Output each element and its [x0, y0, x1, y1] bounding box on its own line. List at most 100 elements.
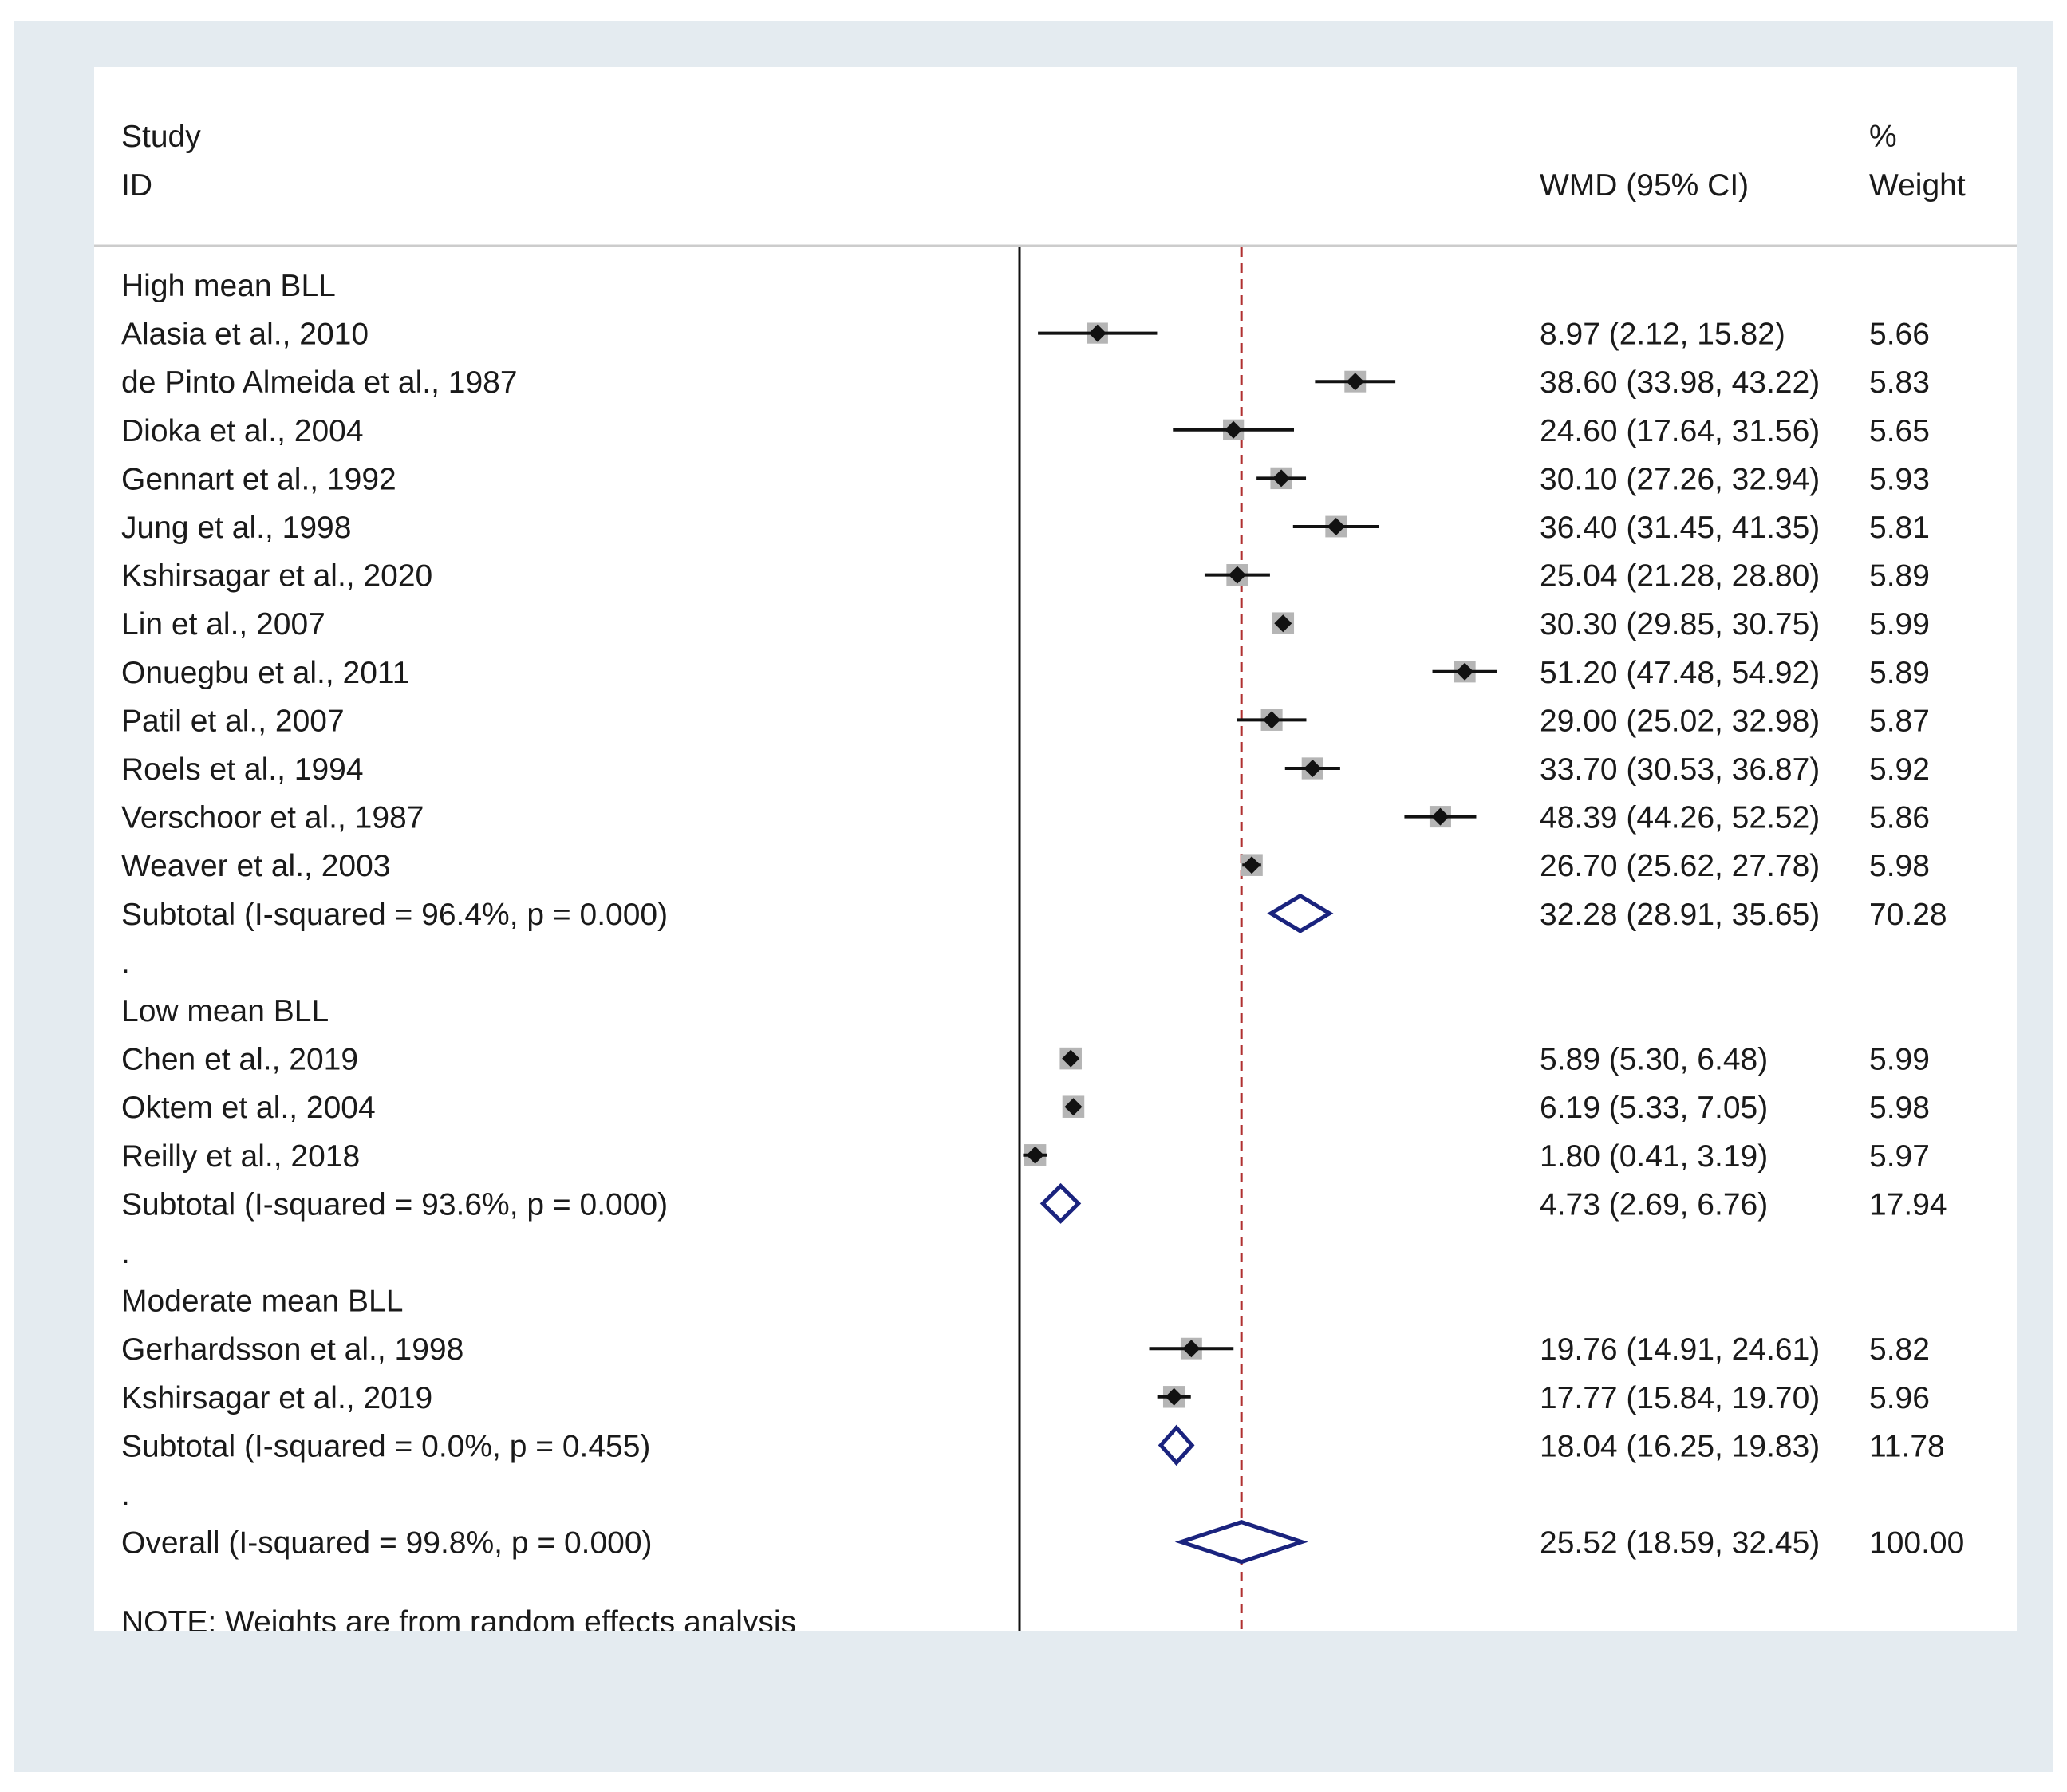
study-weight-text: 5.93: [1869, 462, 1930, 496]
point-estimate-marker: [1274, 614, 1292, 633]
subtotal-label: Subtotal (I-squared = 96.4%, p = 0.000): [121, 898, 668, 932]
study-label: Oktem et al., 2004: [121, 1091, 376, 1125]
header-weight: Weight: [1869, 168, 1966, 203]
study-ci-text: 25.04 (21.28, 28.80): [1540, 559, 1820, 594]
study-ci-text: 19.76 (14.91, 24.61): [1540, 1332, 1820, 1367]
study-label: Patil et al., 2007: [121, 704, 345, 738]
study-ci-text: 30.30 (29.85, 30.75): [1540, 607, 1820, 641]
point-estimate-marker: [1263, 711, 1281, 729]
study-label: Alasia et al., 2010: [121, 318, 369, 352]
header-label: Low mean BLL: [121, 994, 329, 1028]
study-weight-text: 5.97: [1869, 1139, 1930, 1174]
point-estimate-marker: [1064, 1098, 1083, 1116]
study-ci-text: 29.00 (25.02, 32.98): [1540, 704, 1820, 738]
study-weight-text: 5.83: [1869, 365, 1930, 400]
study-label: Roels et al., 1994: [121, 752, 364, 787]
subtotal-ci-text: 18.04 (16.25, 19.83): [1540, 1429, 1820, 1463]
point-estimate-marker: [1228, 566, 1246, 584]
subtotal-weight-text: 11.78: [1869, 1429, 1945, 1463]
point-estimate-marker: [1062, 1049, 1080, 1068]
study-weight-text: 5.96: [1869, 1381, 1930, 1415]
header-id: ID: [121, 168, 152, 203]
header-study: Study: [121, 120, 201, 154]
study-weight-text: 5.81: [1869, 511, 1930, 545]
overall-diamond: [1174, 1519, 1308, 1565]
subtotal-weight-text: 17.94: [1869, 1187, 1947, 1222]
point-estimate-marker: [1304, 760, 1322, 777]
header-label: High mean BLL: [121, 269, 336, 303]
subtotal-weight-text: 70.28: [1869, 898, 1947, 932]
point-estimate-marker: [1088, 324, 1106, 342]
study-ci-text: 33.70 (30.53, 36.87): [1540, 752, 1820, 787]
point-estimate-marker: [1431, 807, 1450, 826]
study-label: de Pinto Almeida et al., 1987: [121, 365, 518, 400]
study-weight-text: 5.92: [1869, 752, 1930, 787]
study-weight-text: 5.89: [1869, 559, 1930, 594]
figure-background: Study ID WMD (95% CI) % Weight High mean…: [14, 21, 2053, 1772]
point-estimate-marker: [1346, 373, 1364, 391]
rows-layer: High mean BLL Alasia et al., 2010 8.97 (2.…: [121, 247, 1964, 1631]
study-weight-text: 5.87: [1869, 704, 1930, 738]
study-label: Onuegbu et al., 2011: [121, 656, 409, 690]
study-label: Gerhardsson et al., 1998: [121, 1332, 463, 1367]
study-label: Lin et al., 2007: [121, 607, 325, 641]
header-percent: %: [1869, 120, 1897, 154]
overall-weight-text: 100.00: [1869, 1526, 1964, 1561]
spacer-label: .: [121, 1236, 130, 1270]
plot-panel: Study ID WMD (95% CI) % Weight High mean…: [94, 67, 2017, 1631]
study-label: Kshirsagar et al., 2020: [121, 559, 432, 594]
forest-plot: Study ID WMD (95% CI) % Weight High mean…: [94, 120, 2017, 1631]
subtotal-ci-text: 32.28 (28.91, 35.65): [1540, 898, 1820, 932]
study-weight-text: 5.98: [1869, 849, 1930, 883]
header-label: Moderate mean BLL: [121, 1285, 403, 1319]
study-label: Jung et al., 1998: [121, 511, 351, 545]
overall-label: Overall (I-squared = 99.8%, p = 0.000): [121, 1526, 653, 1561]
study-label: Dioka et al., 2004: [121, 414, 364, 448]
study-ci-text: 5.89 (5.30, 6.48): [1540, 1043, 1768, 1077]
study-label: Verschoor et al., 1987: [121, 801, 424, 835]
header-effect: WMD (95% CI): [1540, 168, 1749, 203]
spacer-label: .: [121, 945, 130, 980]
point-estimate-marker: [1165, 1387, 1183, 1406]
study-ci-text: 6.19 (5.33, 7.05): [1540, 1091, 1768, 1125]
study-ci-text: 8.97 (2.12, 15.82): [1540, 318, 1785, 352]
study-weight-text: 5.65: [1869, 414, 1930, 448]
weights-note: NOTE: Weights are from random effects an…: [121, 1605, 796, 1631]
point-estimate-marker: [1272, 469, 1291, 487]
study-label: Reilly et al., 2018: [121, 1139, 360, 1174]
study-label: Chen et al., 2019: [121, 1043, 358, 1077]
study-weight-text: 5.66: [1869, 318, 1930, 352]
study-ci-text: 1.80 (0.41, 3.19): [1540, 1139, 1768, 1174]
study-ci-text: 48.39 (44.26, 52.52): [1540, 801, 1820, 835]
subtotal-label: Subtotal (I-squared = 0.0%, p = 0.455): [121, 1429, 650, 1463]
point-estimate-marker: [1243, 856, 1261, 874]
study-weight-text: 5.98: [1869, 1091, 1930, 1125]
study-ci-text: 24.60 (17.64, 31.56): [1540, 414, 1820, 448]
subtotal-diamond: [1267, 893, 1334, 933]
overall-ci-text: 25.52 (18.59, 32.45): [1540, 1526, 1820, 1561]
point-estimate-marker: [1182, 1340, 1201, 1358]
subtotal-diamond: [1158, 1424, 1195, 1466]
study-label: Weaver et al., 2003: [121, 849, 390, 883]
subtotal-ci-text: 4.73 (2.69, 6.76): [1540, 1187, 1768, 1222]
study-ci-text: 38.60 (33.98, 43.22): [1540, 365, 1820, 400]
point-estimate-marker: [1327, 518, 1345, 535]
subtotal-diamond: [1039, 1182, 1082, 1224]
study-ci-text: 36.40 (31.45, 41.35): [1540, 511, 1820, 545]
study-ci-text: 30.10 (27.26, 32.94): [1540, 462, 1820, 496]
study-weight-text: 5.99: [1869, 607, 1930, 641]
study-weight-text: 5.89: [1869, 656, 1930, 690]
point-estimate-marker: [1456, 662, 1474, 681]
study-label: Gennart et al., 1992: [121, 462, 396, 496]
study-weight-text: 5.82: [1869, 1332, 1930, 1367]
study-weight-text: 5.99: [1869, 1043, 1930, 1077]
study-weight-text: 5.86: [1869, 801, 1930, 835]
study-label: Kshirsagar et al., 2019: [121, 1381, 432, 1415]
point-estimate-marker: [1026, 1146, 1044, 1164]
point-estimate-marker: [1225, 420, 1243, 439]
study-ci-text: 26.70 (25.62, 27.78): [1540, 849, 1820, 883]
study-ci-text: 51.20 (47.48, 54.92): [1540, 656, 1820, 690]
spacer-label: .: [121, 1478, 130, 1512]
study-ci-text: 17.77 (15.84, 19.70): [1540, 1381, 1820, 1415]
subtotal-label: Subtotal (I-squared = 93.6%, p = 0.000): [121, 1187, 668, 1222]
